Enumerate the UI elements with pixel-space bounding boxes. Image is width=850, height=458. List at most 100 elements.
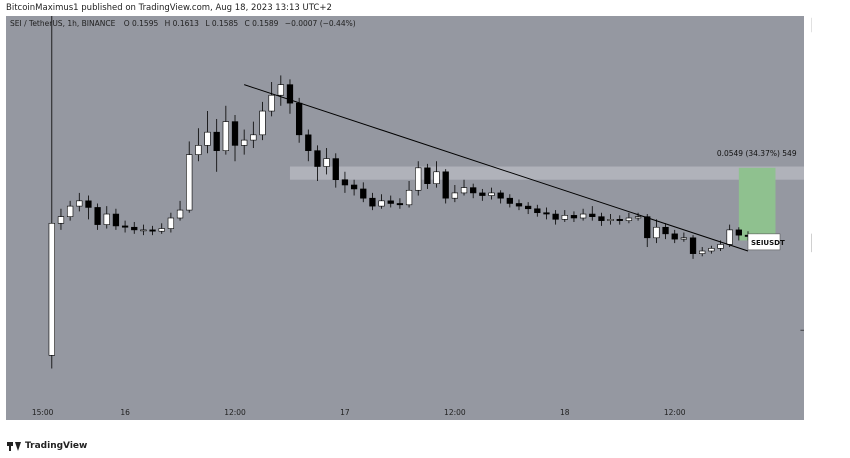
candle[interactable] <box>699 247 706 257</box>
candle[interactable] <box>241 129 248 155</box>
candle[interactable] <box>735 227 742 241</box>
candle-body <box>121 225 129 228</box>
candle[interactable] <box>259 101 266 141</box>
candle[interactable] <box>653 219 660 244</box>
chart-svg[interactable]: 0.0549 (34.37%) 549−0.0606 (−37.45%) −60… <box>6 16 850 420</box>
candle[interactable] <box>222 105 229 155</box>
candle[interactable] <box>167 212 175 233</box>
candle[interactable] <box>396 198 404 209</box>
candle-body <box>561 215 568 220</box>
tradingview-logo-icon <box>7 441 21 451</box>
candle[interactable] <box>460 179 468 196</box>
candle-body <box>515 203 523 207</box>
candle[interactable] <box>103 206 110 229</box>
candle-body <box>717 244 724 249</box>
candle[interactable] <box>589 206 596 221</box>
candle[interactable] <box>534 204 541 217</box>
candle[interactable] <box>341 171 349 193</box>
candle[interactable] <box>369 192 376 211</box>
target-up-zone <box>738 167 776 241</box>
candle[interactable] <box>415 161 422 196</box>
candle[interactable] <box>680 232 688 242</box>
candle-body <box>158 228 165 232</box>
candle-body <box>231 121 239 146</box>
candle[interactable] <box>66 200 74 221</box>
candle-body <box>295 102 303 136</box>
candle[interactable] <box>332 153 339 188</box>
candle[interactable] <box>195 128 202 162</box>
candle[interactable] <box>231 115 239 162</box>
time-tick-label: 12:00 <box>664 408 686 417</box>
candle[interactable] <box>644 214 651 248</box>
candle-body <box>735 229 742 236</box>
candle[interactable] <box>350 179 358 196</box>
candle[interactable] <box>405 181 413 208</box>
time-tick-label: 16 <box>120 408 130 417</box>
candle[interactable] <box>579 208 587 221</box>
candle[interactable] <box>149 225 156 236</box>
candle-body <box>543 212 550 215</box>
candle[interactable] <box>442 169 449 204</box>
candle[interactable] <box>525 202 532 215</box>
candle[interactable] <box>708 245 715 254</box>
candle-body <box>277 84 284 96</box>
candle[interactable] <box>607 214 614 225</box>
candle[interactable] <box>616 215 623 225</box>
candle-body <box>167 217 175 229</box>
candle[interactable] <box>94 203 101 230</box>
candle[interactable] <box>552 210 559 225</box>
candle[interactable] <box>76 192 83 212</box>
candle[interactable] <box>213 118 220 172</box>
candle[interactable] <box>131 221 138 234</box>
candle-body <box>323 158 330 167</box>
candle[interactable] <box>424 163 431 189</box>
candle[interactable] <box>625 212 633 224</box>
candle[interactable] <box>506 194 513 208</box>
candle[interactable] <box>250 121 257 149</box>
candle-body <box>598 216 605 221</box>
candle-body <box>360 188 367 199</box>
candle[interactable] <box>561 210 568 222</box>
candle-body <box>552 213 559 220</box>
candle[interactable] <box>671 229 678 244</box>
candle[interactable] <box>387 195 394 208</box>
candle[interactable] <box>305 129 312 162</box>
candle[interactable] <box>57 208 65 230</box>
candle[interactable] <box>268 82 275 117</box>
candle[interactable] <box>378 194 385 209</box>
candle[interactable] <box>112 208 120 230</box>
ohlc-close: C 0.1589 <box>245 19 279 28</box>
candle[interactable] <box>479 188 486 201</box>
chart-area[interactable]: 0.0549 (34.37%) 549−0.0606 (−37.45%) −60… <box>6 16 850 420</box>
candle-body <box>534 208 541 214</box>
candle[interactable] <box>48 16 55 369</box>
tradingview-logo[interactable]: TradingView <box>7 441 87 451</box>
descending-trendline[interactable] <box>244 84 749 252</box>
candle[interactable] <box>360 182 367 203</box>
candle[interactable] <box>543 207 550 220</box>
candle[interactable] <box>634 212 642 221</box>
candle[interactable] <box>515 199 523 211</box>
candle[interactable] <box>433 161 440 188</box>
candle[interactable] <box>176 200 184 221</box>
candle[interactable] <box>451 184 459 203</box>
candle[interactable] <box>85 195 92 220</box>
candle[interactable] <box>186 141 193 213</box>
candle[interactable] <box>323 148 330 175</box>
candle[interactable] <box>598 212 605 226</box>
candle[interactable] <box>570 211 578 222</box>
candle[interactable] <box>121 220 129 233</box>
candle[interactable] <box>488 187 495 200</box>
candle[interactable] <box>662 223 669 240</box>
candle[interactable] <box>726 224 733 248</box>
candle[interactable] <box>689 235 697 259</box>
candle[interactable] <box>497 190 504 204</box>
candle[interactable] <box>140 224 147 236</box>
candle-body <box>57 216 65 224</box>
candle[interactable] <box>314 145 321 182</box>
candle[interactable] <box>470 183 477 199</box>
candle[interactable] <box>204 111 211 154</box>
candle[interactable] <box>277 75 284 106</box>
candle[interactable] <box>158 223 165 234</box>
candle[interactable] <box>286 79 294 114</box>
